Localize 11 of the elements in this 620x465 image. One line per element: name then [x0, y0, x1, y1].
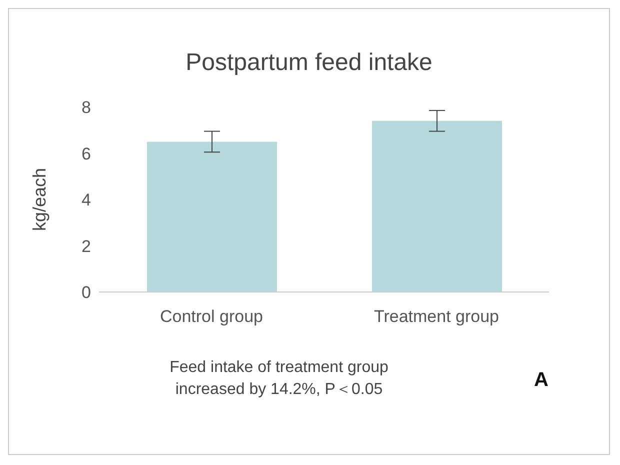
chart-title: Postpartum feed intake: [184, 49, 434, 77]
y-tick-label: 2: [82, 236, 91, 256]
y-tick-label: 8: [82, 98, 91, 118]
y-axis-title: kg/each: [29, 168, 50, 232]
text: A: [534, 369, 548, 392]
y-tick-label: 4: [82, 190, 91, 210]
x-tick-label: Treatment group: [374, 307, 500, 326]
x-tick-label: Control group: [160, 307, 264, 326]
y-tick-label: 0: [82, 283, 91, 302]
text: Feed intake of treatment group increased by 14.2%, P＜0.05: [168, 358, 390, 400]
y-tick-label: 6: [82, 144, 91, 164]
